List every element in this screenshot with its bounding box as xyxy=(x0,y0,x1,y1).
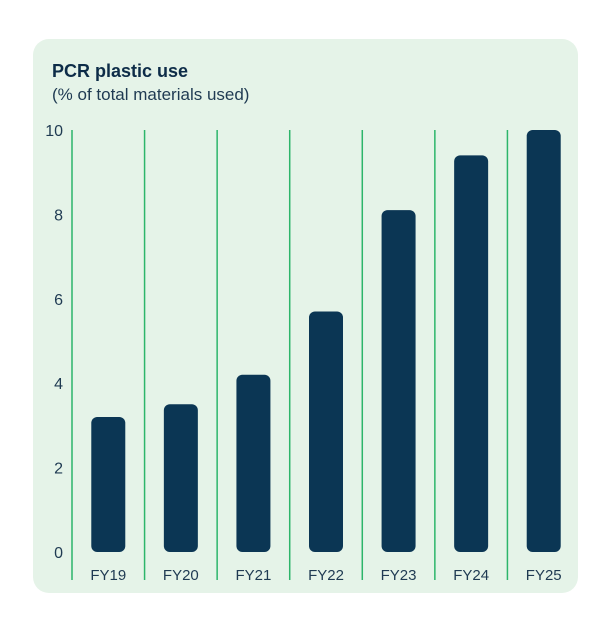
bar-fy25 xyxy=(526,130,561,552)
y-tick-label: 0 xyxy=(54,545,63,562)
x-tick-label: FY22 xyxy=(308,567,344,584)
chart-title: PCR plastic use xyxy=(52,61,189,81)
y-tick-label: 6 xyxy=(54,292,63,309)
y-tick-label: 8 xyxy=(54,207,63,224)
bar-fy21 xyxy=(236,374,271,552)
y-axis-ticks: 0 2 4 6 8 10 xyxy=(45,123,63,562)
chart-subtitle: (% of total materials used) xyxy=(52,85,250,104)
bar-fy24 xyxy=(454,155,489,552)
y-tick-label: 4 xyxy=(54,376,63,393)
bar-fy20 xyxy=(163,404,198,552)
y-tick-label: 2 xyxy=(54,461,63,478)
y-tick-label: 10 xyxy=(45,123,63,140)
x-tick-label: FY24 xyxy=(453,567,489,584)
x-axis-ticks: FY19 FY20 FY21 FY22 FY23 FY24 FY25 xyxy=(90,567,561,584)
x-tick-label: FY25 xyxy=(526,567,562,584)
x-tick-label: FY21 xyxy=(235,567,271,584)
bars xyxy=(91,130,561,552)
bar-fy23 xyxy=(381,210,416,552)
x-tick-label: FY23 xyxy=(381,567,417,584)
bar-fy22 xyxy=(309,311,343,552)
x-tick-label: FY20 xyxy=(163,567,199,584)
bar-fy19 xyxy=(91,416,126,552)
x-tick-label: FY19 xyxy=(90,567,126,584)
column-dividers xyxy=(71,130,509,580)
